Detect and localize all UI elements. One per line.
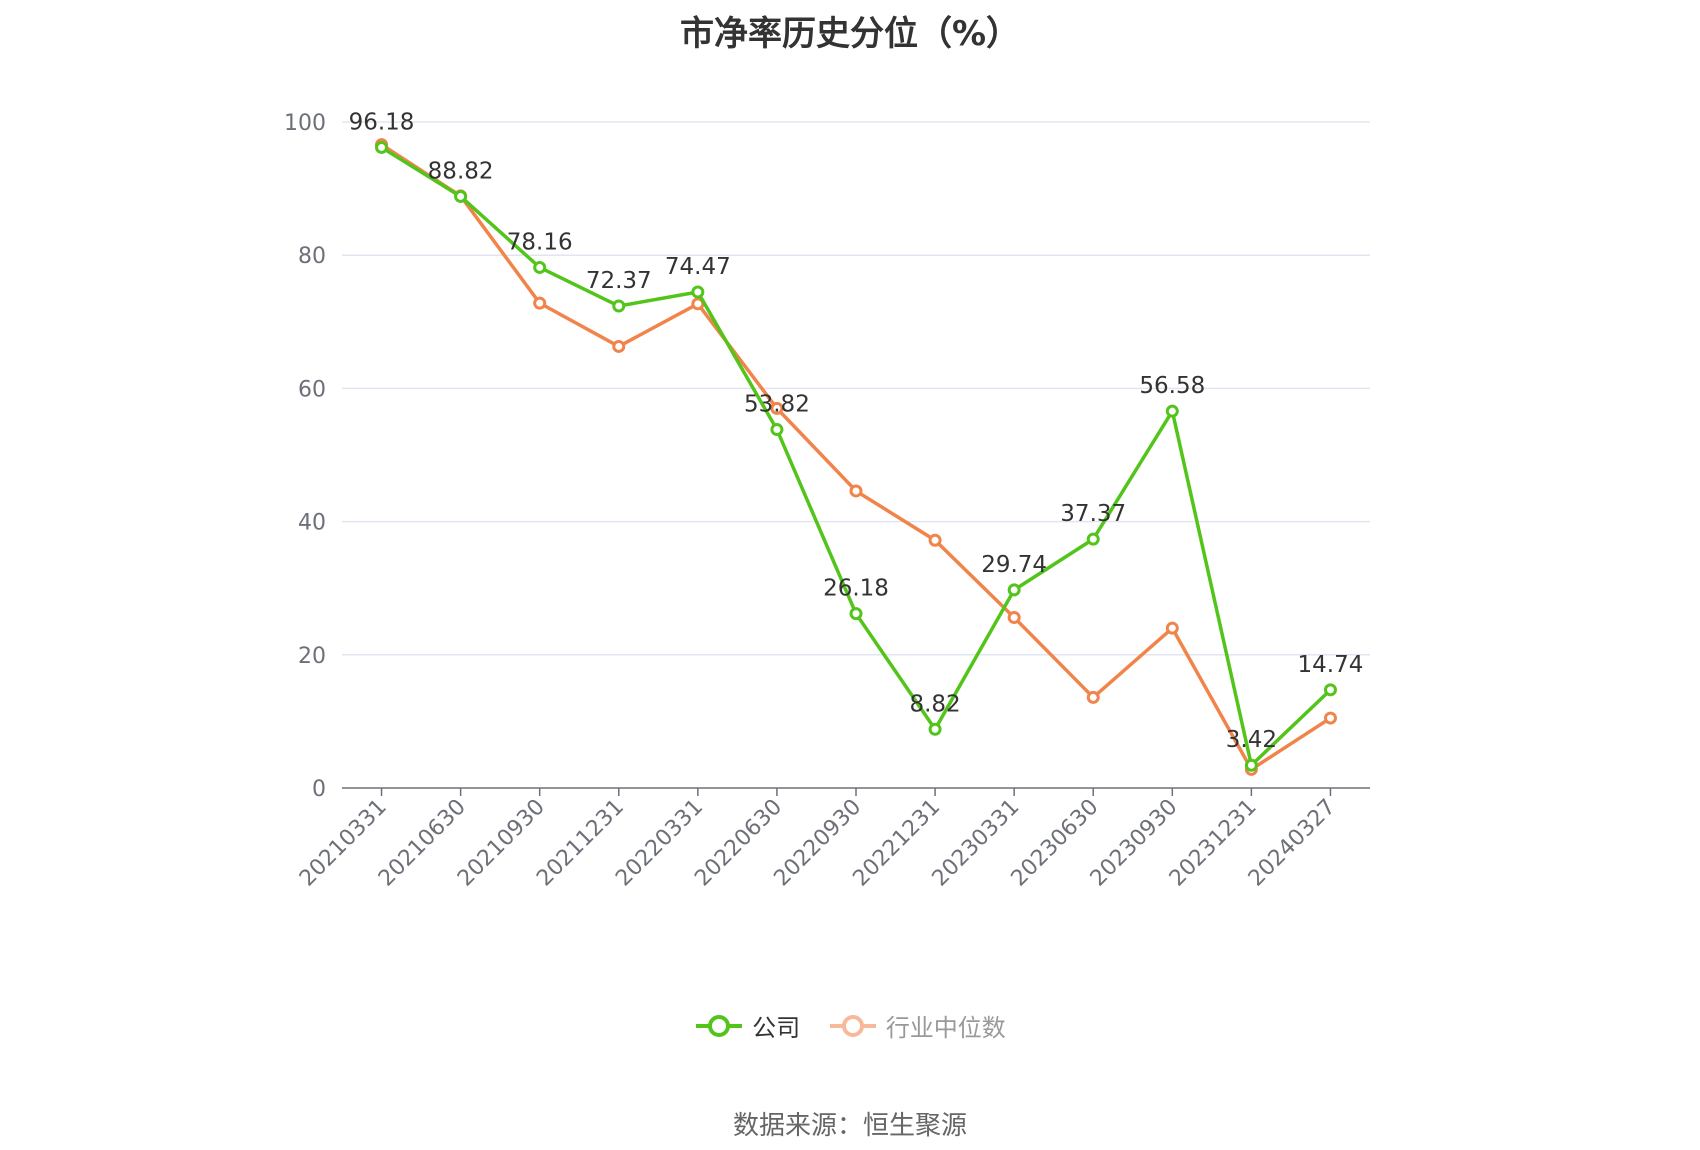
y-tick-label: 100: [284, 111, 326, 136]
chart-title: 市净率历史分位（%）: [679, 14, 1021, 54]
data-point-company: [1323, 683, 1337, 697]
data-point-industry: [849, 484, 863, 498]
data-point-company: [1086, 532, 1100, 546]
data-label: 14.74: [1298, 652, 1364, 678]
legend-line-circle-icon: [696, 1014, 743, 1037]
legend-item-company[interactable]: 公司: [694, 1008, 800, 1043]
data-labels: 96.18 88.82 78.16 72.37 74.47 53.82 26.18 8.82 2…: [349, 109, 1364, 753]
data-source-note: 数据来源：恒生聚源: [732, 1111, 967, 1141]
data-point-company: [533, 260, 547, 274]
data-label: 56.58: [1139, 373, 1205, 399]
data-point-company: [770, 423, 784, 437]
y-tick-label: 80: [298, 244, 326, 269]
data-point-company: [849, 607, 863, 621]
y-tick-label: 0: [312, 777, 326, 802]
data-point-industry: [770, 401, 784, 415]
data-point-company: [612, 299, 626, 313]
data-point-company: [1165, 404, 1179, 418]
data-point-industry: [533, 296, 547, 310]
data-point-industry: [612, 339, 626, 353]
data-point-company: [1007, 583, 1021, 597]
data-label: 29.74: [981, 552, 1047, 578]
y-tick-label: 20: [298, 644, 326, 669]
data-point-company: [375, 140, 389, 154]
data-label: 8.82: [909, 691, 960, 717]
y-tick-label: 40: [298, 511, 326, 536]
data-label: 53.82: [744, 392, 810, 418]
data-point-industry: [928, 533, 942, 547]
data-point-industry: [1007, 611, 1021, 625]
data-point-industry: [1165, 621, 1179, 635]
data-point-industry: [1086, 690, 1100, 704]
series-lines: [375, 138, 1337, 776]
legend: 公司 行业中位数: [0, 1008, 1700, 1043]
data-label: 88.82: [428, 158, 494, 184]
data-label: 96.18: [349, 109, 415, 135]
data-point-company: [928, 722, 942, 736]
data-point-company: [1244, 758, 1258, 772]
legend-line-circle-icon: [829, 1014, 876, 1037]
grid-lines: [342, 121, 1370, 656]
data-label: 72.37: [586, 268, 652, 294]
data-point-company: [454, 189, 468, 203]
data-point-industry: [1323, 711, 1337, 725]
data-label: 26.18: [823, 576, 889, 602]
legend-item-industry[interactable]: 行业中位数: [828, 1008, 1006, 1043]
data-point-company: [691, 285, 705, 299]
legend-label-industry: 行业中位数: [885, 1014, 1006, 1042]
legend-label-company: 公司: [752, 1014, 801, 1042]
axes: 0204060801002021033120210630202109302021…: [284, 111, 1370, 891]
data-label: 78.16: [507, 229, 573, 255]
data-label: 74.47: [665, 254, 731, 280]
y-tick-label: 60: [298, 377, 326, 402]
data-label: 37.37: [1060, 501, 1126, 527]
data-label: 3.42: [1226, 727, 1277, 753]
